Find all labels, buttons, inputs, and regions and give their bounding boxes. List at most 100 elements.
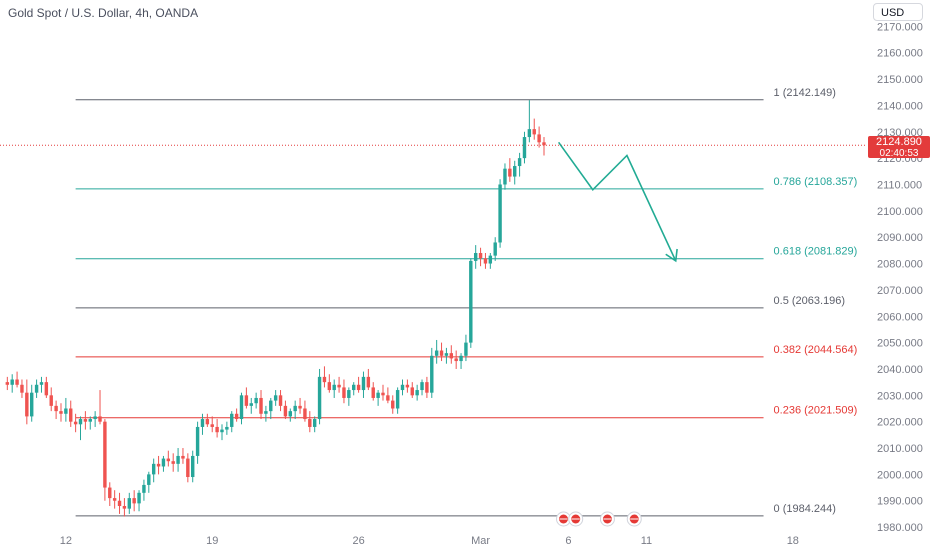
fib-level-label: 0 (1984.244) bbox=[774, 503, 836, 515]
candle bbox=[488, 253, 493, 269]
y-tick-label: 2020.000 bbox=[877, 417, 923, 429]
candle-body bbox=[15, 379, 19, 385]
candle-body bbox=[312, 419, 317, 427]
candle-body bbox=[73, 421, 78, 425]
x-tick-label: Mar bbox=[471, 535, 490, 547]
candle-body bbox=[210, 424, 214, 427]
candle-body bbox=[356, 384, 361, 391]
candle bbox=[444, 347, 449, 364]
fib-level-label: 0.5 (2063.196) bbox=[774, 295, 846, 307]
y-tick-label: 2040.000 bbox=[877, 364, 923, 376]
candle bbox=[78, 416, 83, 441]
candle-body bbox=[69, 408, 73, 422]
fib-level-label: 1 (2142.149) bbox=[774, 87, 836, 99]
candle-body bbox=[425, 382, 429, 393]
y-tick-label: 2090.000 bbox=[877, 232, 923, 244]
time-axis[interactable]: 12 19 26 Mar 6 11 18 bbox=[60, 535, 799, 547]
candle bbox=[342, 379, 346, 404]
candle-body bbox=[488, 255, 493, 264]
candle-body bbox=[234, 413, 239, 420]
candle-body bbox=[317, 376, 322, 420]
x-tick-label: 19 bbox=[206, 535, 218, 547]
candle-body bbox=[293, 405, 297, 412]
candle bbox=[161, 455, 166, 472]
candle-body bbox=[278, 395, 283, 406]
candle bbox=[15, 371, 19, 388]
y-tick-label: 2100.000 bbox=[877, 206, 923, 218]
candle bbox=[288, 408, 293, 422]
candle-body bbox=[64, 408, 68, 414]
candle bbox=[498, 179, 502, 248]
x-tick-label: 6 bbox=[565, 535, 571, 547]
price-axis[interactable]: 1980.000 1990.000 2000.000 2010.000 2020.000… bbox=[877, 21, 923, 534]
symbol-title: Gold Spot / U.S. Dollar, 4h, OANDA bbox=[8, 6, 199, 20]
candle-body bbox=[493, 242, 497, 256]
candle-body bbox=[176, 455, 180, 464]
y-tick-label: 1980.000 bbox=[877, 522, 923, 534]
candle bbox=[430, 347, 434, 398]
candle bbox=[508, 158, 512, 182]
candle bbox=[39, 376, 44, 393]
candle bbox=[473, 245, 478, 269]
candle-body bbox=[327, 382, 332, 391]
candle-body bbox=[273, 395, 278, 401]
candle-body bbox=[44, 382, 49, 396]
candle bbox=[464, 334, 468, 362]
candle-body bbox=[508, 168, 512, 177]
candle bbox=[210, 416, 214, 433]
candle bbox=[493, 237, 497, 261]
y-tick-label: 2060.000 bbox=[877, 311, 923, 323]
candle-body bbox=[464, 342, 468, 356]
candle bbox=[10, 374, 14, 393]
currency-button[interactable]: USD bbox=[873, 3, 923, 21]
economic-events[interactable] bbox=[556, 511, 642, 527]
candle bbox=[395, 387, 400, 414]
candle-body bbox=[161, 458, 166, 467]
candle bbox=[469, 258, 473, 348]
candle bbox=[503, 163, 507, 190]
candle bbox=[381, 384, 385, 401]
candle-body bbox=[537, 134, 541, 143]
candle-body bbox=[78, 419, 83, 425]
candle bbox=[64, 397, 68, 422]
candle bbox=[230, 411, 234, 433]
candle-body bbox=[147, 474, 151, 485]
candle-body bbox=[20, 384, 24, 393]
candle-body bbox=[513, 166, 517, 177]
candle-body bbox=[298, 405, 302, 409]
candle-body bbox=[454, 358, 458, 362]
candle-body bbox=[220, 429, 224, 433]
candle bbox=[244, 387, 249, 409]
candle-body bbox=[469, 260, 473, 343]
candle-body bbox=[308, 419, 312, 427]
candle-body bbox=[10, 379, 14, 385]
candle-body bbox=[122, 506, 127, 509]
fib-level-label: 0.236 (2021.509) bbox=[774, 405, 858, 417]
candle bbox=[44, 376, 49, 398]
candle bbox=[83, 411, 88, 430]
candle bbox=[293, 400, 297, 420]
candle bbox=[269, 397, 273, 420]
candle bbox=[278, 390, 283, 412]
candle-body bbox=[366, 376, 371, 388]
candle-body bbox=[137, 492, 141, 504]
candle-body bbox=[205, 419, 210, 425]
candle bbox=[103, 419, 107, 501]
candle bbox=[356, 376, 361, 393]
x-tick-label: 18 bbox=[787, 535, 799, 547]
candle bbox=[366, 368, 371, 391]
candle bbox=[98, 390, 102, 425]
candle-body bbox=[444, 353, 449, 356]
candle-body bbox=[200, 419, 205, 427]
candle-body bbox=[342, 387, 346, 398]
candle bbox=[371, 382, 375, 401]
candle bbox=[259, 390, 263, 420]
candle bbox=[191, 450, 195, 483]
candle bbox=[205, 413, 210, 427]
candle bbox=[542, 137, 546, 156]
candle-body bbox=[371, 387, 375, 398]
candle-body bbox=[352, 384, 356, 391]
candle-body bbox=[288, 411, 293, 417]
candle-body bbox=[532, 129, 536, 135]
